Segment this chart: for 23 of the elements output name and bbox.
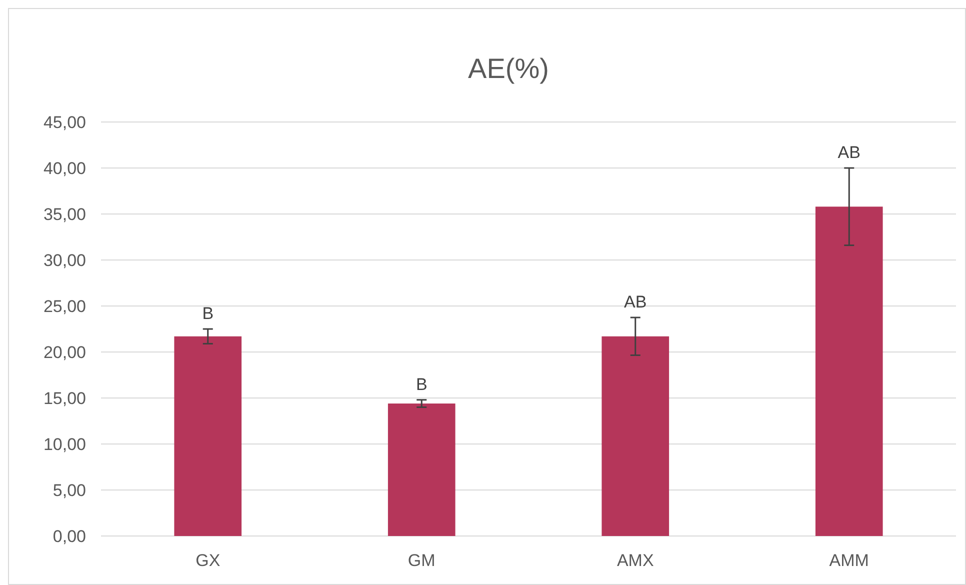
- y-tick-label: 25,00: [43, 296, 86, 316]
- bar: [815, 206, 883, 536]
- bar: [174, 336, 242, 536]
- y-tick-label: 45,00: [43, 112, 86, 132]
- annotation: AB: [624, 292, 647, 312]
- y-tick-label: 0,00: [52, 526, 86, 546]
- y-tick-label: 5,00: [52, 480, 86, 500]
- x-tick-label: AMM: [829, 551, 869, 570]
- x-tick-label: GM: [408, 551, 436, 570]
- x-tick-label: AMX: [616, 551, 654, 570]
- y-tick-label: 15,00: [43, 388, 86, 408]
- y-tick-label: 35,00: [43, 204, 86, 224]
- bar: [602, 336, 670, 536]
- y-tick-label: 10,00: [43, 434, 86, 454]
- y-tick-label: 30,00: [43, 250, 86, 270]
- bar: [388, 404, 456, 536]
- y-tick-label: 20,00: [43, 342, 86, 362]
- y-tick-label: 40,00: [43, 158, 86, 178]
- annotation: AB: [838, 143, 860, 162]
- chart-title: AE(%): [468, 53, 549, 84]
- annotation: B: [416, 374, 428, 394]
- x-tick-label: GX: [196, 551, 220, 570]
- annotation: B: [202, 304, 214, 323]
